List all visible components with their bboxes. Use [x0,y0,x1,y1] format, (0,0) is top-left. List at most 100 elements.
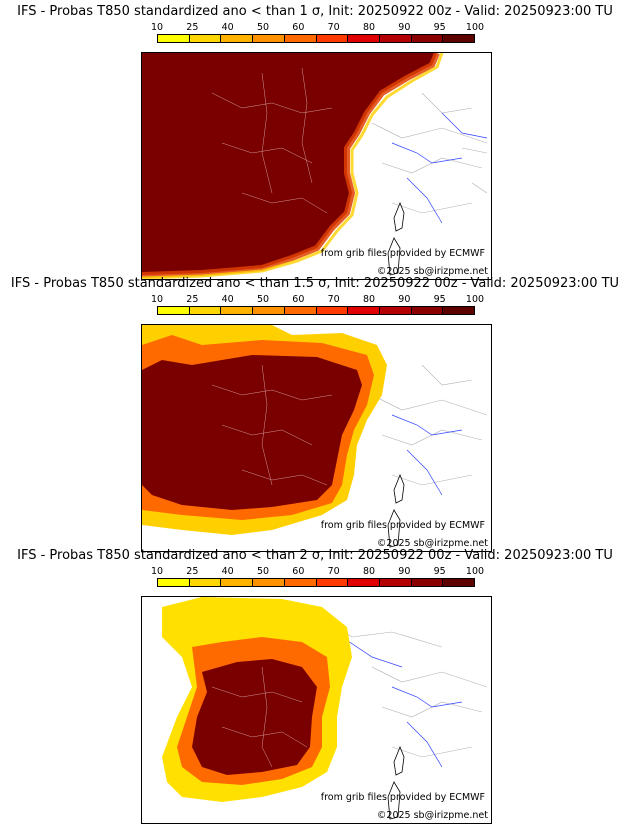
colorbar-tick-label: 70 [327,294,340,305]
rivers [341,636,463,768]
corsica-sardinia [387,745,405,820]
map-svg [142,325,488,548]
panel-title: IFS - Probas T850 standardized ano < tha… [17,4,613,19]
colorbar-swatch [284,579,317,586]
probability-colorbar: 10 25 40 50 60 70 80 90 95 100 [151,294,484,316]
colorbar-tick-label: 50 [256,294,270,305]
corsica-sardinia [387,201,405,276]
colorbar-swatches [157,306,475,315]
map-svg [142,53,488,279]
map-svg [162,597,488,820]
probability-map: from grib files provided by ECMWF ©2025 … [141,324,492,552]
colorbar-swatch [189,579,222,586]
forecast-panel-1sigma: IFS - Probas T850 standardized ano < tha… [0,4,630,280]
colorbar-tick-label: 10 [150,294,164,305]
probability-map: from grib files provided by ECMWF ©2025 … [141,596,492,824]
probability-colorbar: 10 25 40 50 60 70 80 90 95 100 [151,566,484,588]
rivers [391,112,488,224]
probability-area-95 [142,53,437,275]
colorbar-tick-label: 95 [433,566,446,577]
internal-borders [211,666,308,768]
panel-title: IFS - Probas T850 standardized ano < tha… [10,276,620,291]
outside-admin-lines [371,364,488,486]
grib-credit: from grib files provided by ECMWF [320,520,485,531]
probability-area-95 [192,659,317,775]
colorbar-swatch [411,307,444,314]
colorbar-tick-label: 90 [398,294,411,305]
internal-borders [211,364,333,486]
colorbar-tick-label: 95 [433,22,446,33]
forecast-panel-2sigma: IFS - Probas T850 standardized ano < tha… [0,548,630,824]
colorbar-tick-label: 40 [221,566,234,577]
colorbar-tick-label: 60 [292,566,305,577]
colorbar-swatch [189,35,222,42]
colorbar-swatch [443,35,475,42]
colorbar-tick-label: 40 [221,22,234,33]
probability-area-95 [142,355,362,510]
probability-map: from grib files provided by ECMWF ©2025 … [141,52,492,280]
colorbar-swatch [379,579,412,586]
colorbar-swatch [253,35,285,42]
colorbar-tick-label: 60 [292,22,305,33]
colorbar-swatch [316,579,349,586]
colorbar-swatch [253,579,285,586]
colorbar-tick-label: 80 [362,566,376,577]
colorbar-swatch [443,307,475,314]
colorbar-swatch [379,35,412,42]
colorbar-tick-label: 90 [398,22,411,33]
colorbar-swatch [443,579,475,586]
colorbar-tick-label: 50 [256,22,270,33]
colorbar-swatch [348,35,380,42]
colorbar-tick-label: 25 [186,22,199,33]
colorbar-tick-label: 40 [221,294,234,305]
colorbar-swatch [221,35,254,42]
colorbar-swatch [158,307,190,314]
colorbar-swatch [411,35,444,42]
colorbar-swatches [157,578,475,587]
colorbar-swatch [284,307,317,314]
colorbar-swatch [348,307,380,314]
colorbar-tick-label: 25 [186,566,199,577]
colorbar-tick-label: 10 [150,566,164,577]
colorbar-tick-label: 100 [465,294,485,305]
probability-colorbar: 10 25 40 50 60 70 80 90 95 100 [151,22,484,44]
colorbar-tick-label: 80 [362,294,376,305]
colorbar-swatch [316,307,349,314]
colorbar-swatch [221,579,254,586]
copyright-credit: ©2025 sb@irizpme.net [376,266,488,277]
probability-area-fringe [142,53,444,279]
colorbar-swatch [411,579,444,586]
colorbar-tick-label: 25 [186,294,199,305]
colorbar-tick-label: 100 [465,566,485,577]
colorbar-swatch [348,579,380,586]
grib-credit: from grib files provided by ECMWF [320,248,485,259]
outside-admin-lines [371,92,488,214]
colorbar-tick-label: 70 [327,566,340,577]
rivers [391,414,463,496]
colorbar-tick-label: 50 [256,566,270,577]
colorbar-swatches [157,34,475,43]
colorbar-swatch [221,307,254,314]
colorbar-tick-label: 95 [433,294,446,305]
colorbar-tick-label: 70 [327,22,340,33]
colorbar-swatch [316,35,349,42]
colorbar-tick-label: 10 [150,22,164,33]
colorbar-swatch [189,307,222,314]
corsica-sardinia [387,473,405,548]
colorbar-swatch [284,35,317,42]
colorbar-tick-label: 60 [292,294,305,305]
colorbar-tick-label: 100 [465,22,485,33]
colorbar-tick-label: 90 [398,566,411,577]
probability-area-edge [142,53,440,278]
colorbar-swatch [158,35,190,42]
forecast-panel-1-5sigma: IFS - Probas T850 standardized ano < tha… [0,276,630,552]
internal-borders [211,67,333,214]
copyright-credit: ©2025 sb@irizpme.net [376,810,488,821]
colorbar-tick-label: 80 [362,22,376,33]
grib-credit: from grib files provided by ECMWF [320,792,485,803]
copyright-credit: ©2025 sb@irizpme.net [376,538,488,549]
panel-title: IFS - Probas T850 standardized ano < tha… [17,548,613,563]
colorbar-swatch [253,307,285,314]
colorbar-swatch [158,579,190,586]
colorbar-swatch [379,307,412,314]
